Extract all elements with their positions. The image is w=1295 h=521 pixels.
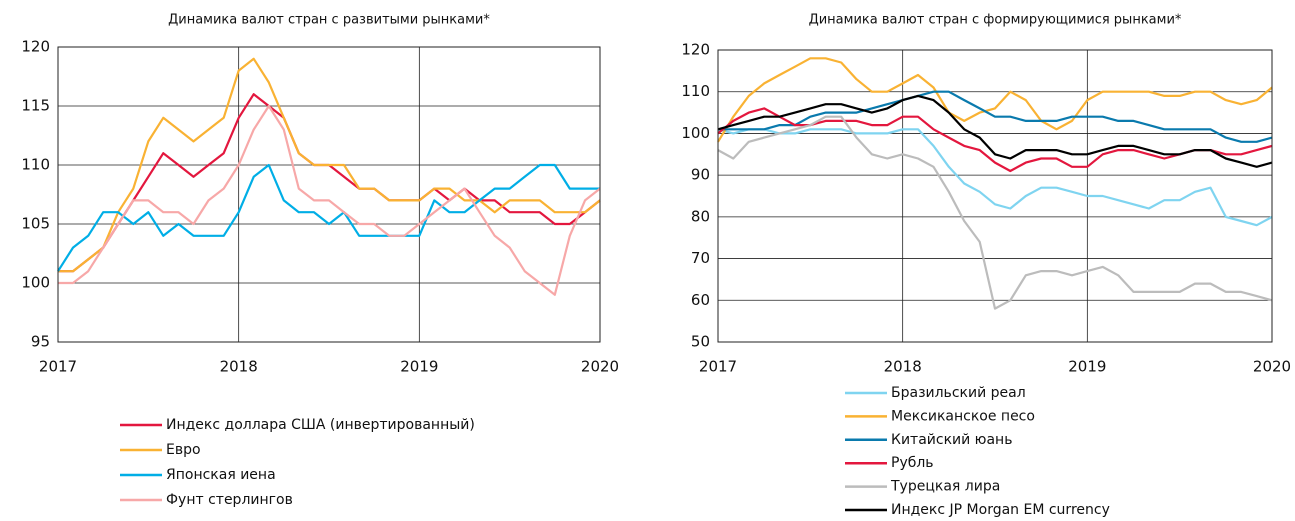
x-tick-label: 2018	[884, 358, 922, 376]
y-tick-label: 115	[21, 97, 50, 115]
y-tick-label: 90	[691, 166, 710, 184]
plot-frame	[717, 49, 1273, 343]
legend-label: Рубль	[891, 455, 934, 471]
series-line	[717, 115, 1273, 310]
y-tick-label: 110	[681, 82, 710, 100]
legend-label: Японская иена	[166, 467, 276, 483]
x-tick-label: 2017	[699, 358, 737, 376]
legend-label: Турецкая лира	[890, 479, 1000, 495]
x-tick-label: 2019	[400, 358, 438, 376]
series-line	[57, 163, 600, 272]
legend-label: Китайский юань	[891, 432, 1012, 448]
y-tick-label: 105	[21, 215, 50, 233]
x-tick-label: 2017	[39, 358, 77, 376]
y-tick-label: 70	[691, 249, 710, 267]
y-tick-label: 120	[681, 41, 710, 59]
series-line	[717, 94, 1273, 168]
y-tick-label: 120	[21, 38, 50, 56]
series-line	[717, 57, 1273, 143]
chart-title: Динамика валют стран с формирующимися ры…	[809, 13, 1182, 28]
legend-label: Бразильский реал	[891, 385, 1026, 401]
chart-title: Динамика валют стран с развитыми рынками…	[168, 13, 490, 28]
legend-label: Евро	[166, 442, 201, 458]
y-tick-label: 50	[691, 333, 710, 351]
x-tick-label: 2019	[1068, 358, 1106, 376]
series-line	[717, 128, 1273, 227]
y-tick-label: 100	[681, 124, 710, 142]
x-tick-label: 2020	[581, 358, 619, 376]
x-tick-label: 2020	[1253, 358, 1291, 376]
series-line	[718, 90, 1273, 143]
y-tick-label: 80	[691, 207, 710, 225]
series-line	[58, 104, 601, 296]
legend-label: Фунт стерлингов	[166, 492, 293, 508]
series-line	[58, 57, 601, 273]
legend-label: Мексиканское песо	[891, 408, 1035, 424]
y-tick-label: 100	[21, 274, 50, 292]
y-tick-label: 60	[691, 291, 710, 309]
plot-frame	[57, 46, 601, 343]
y-tick-label: 110	[21, 156, 50, 174]
legend-label: Индекс JP Morgan EM currency	[891, 502, 1110, 518]
y-tick-label: 95	[31, 333, 50, 351]
legend-label: Индекс доллара США (инвертированный)	[166, 417, 475, 433]
x-tick-label: 2018	[220, 358, 258, 376]
